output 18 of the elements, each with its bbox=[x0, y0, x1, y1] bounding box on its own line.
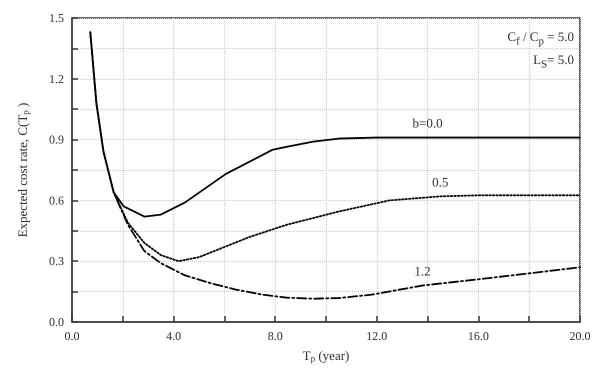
x-tick-label: 16.0 bbox=[468, 329, 489, 343]
x-tick-label: 0.0 bbox=[64, 329, 80, 343]
y-tick-label: 0.6 bbox=[49, 193, 64, 208]
x-tick-label: 12.0 bbox=[366, 329, 388, 343]
y-tick-label: 0.3 bbox=[49, 254, 64, 268]
series-label: 1.2 bbox=[414, 264, 431, 279]
x-tick-label: 4.0 bbox=[166, 329, 182, 343]
x-tick-label: 20.0 bbox=[570, 329, 590, 343]
annotation: L$_{S}$= 5.0 bbox=[532, 50, 574, 72]
series-label: 0.5 bbox=[432, 174, 448, 190]
y-axis-title: Expected cost rate, C(Tp ) bbox=[15, 102, 30, 238]
y-tick-label: 1.2 bbox=[49, 72, 64, 86]
y-tick-label: 0.9 bbox=[49, 132, 64, 147]
x-tick-label: 8.0 bbox=[268, 329, 283, 343]
annotation: C$_{f}$ / C$_{p}$ = 5.0 bbox=[507, 28, 574, 50]
y-tick-label: 1.5 bbox=[49, 11, 64, 25]
y-tick-label: 0.0 bbox=[49, 315, 64, 329]
series-label: b=0.0 bbox=[412, 116, 443, 131]
